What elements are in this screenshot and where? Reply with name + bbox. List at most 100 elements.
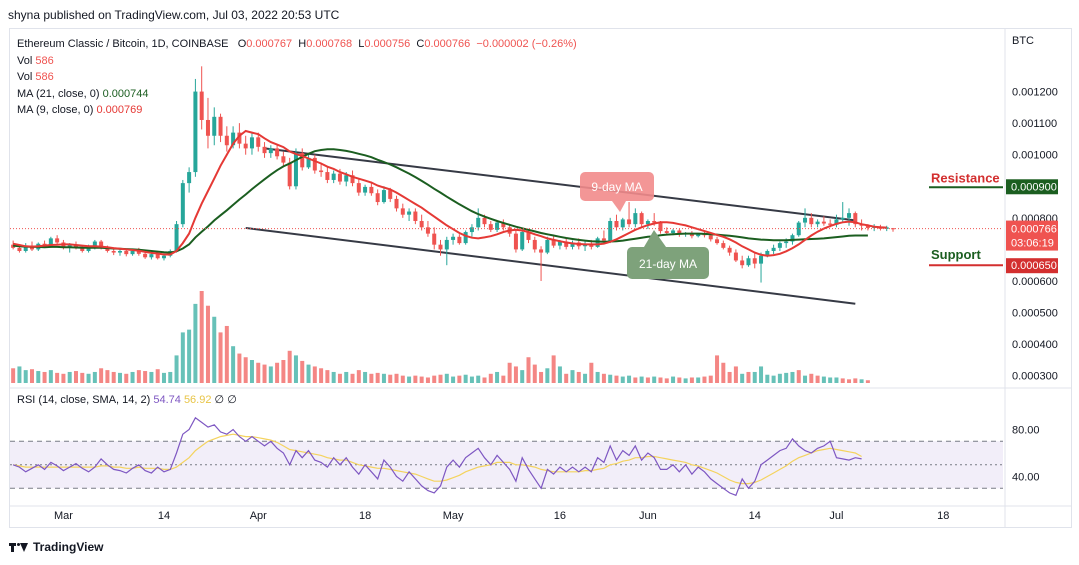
candle-body [407,211,412,215]
rsi-legend: RSI (14, close, SMA, 14, 2) 54.74 56.92 … [17,393,237,406]
volume-bar [256,362,261,383]
candle-body [463,232,468,244]
volume-bar [677,377,682,383]
candle-body [199,91,204,120]
top-bar: shyna published on TradingView.com, Jul … [0,0,1079,30]
volume-bar [212,316,217,383]
chart-frame[interactable] [9,28,1072,528]
volume-bar [187,329,192,383]
volume-bar [451,376,456,383]
volume-bar [306,364,311,383]
candle-body [809,217,814,225]
candle-body [664,231,669,233]
candle-body [363,186,368,193]
candle-body [777,243,782,248]
candle-body [375,193,380,203]
candle-body [48,238,53,247]
candle-body [476,217,481,228]
volume-bar [639,376,644,383]
candle-body [495,222,500,230]
volume-bar [840,378,845,383]
candle-body [17,247,22,251]
volume-bar [476,375,481,383]
candle-body [545,239,550,253]
rsi-tick-label: 40.00 [1012,472,1040,484]
volume-bar [11,368,16,383]
candle-body [212,116,217,136]
volume-bar [48,370,53,383]
volume-bar [73,371,78,383]
candle-body [92,241,97,247]
volume-bar [86,373,91,383]
candle-body [765,250,770,256]
volume-bar [381,373,386,383]
volume-bar [746,371,751,383]
resistance-price-text: 0.000900 [1011,181,1057,193]
volume-bar [790,371,795,383]
candle-body [180,183,185,225]
volume-bar [149,371,154,383]
open-label: O [237,38,247,50]
volume-bar [400,375,405,383]
volume-bar [249,360,254,383]
candle-body [262,146,267,154]
footer-brand[interactable]: TradingView [9,540,103,554]
candle-body [105,247,110,251]
candle-body [174,224,179,251]
volume-bar [17,366,22,383]
ma9-callout-label: 9-day MA [591,180,642,194]
ma9-callout-box [580,172,654,201]
volume-bar [601,373,606,383]
volume-bar [771,375,776,383]
symbol-name: Ethereum Classic / Bitcoin, 1D, COINBASE [17,38,229,50]
candle-body [281,156,286,163]
volume-bar [262,364,267,383]
volume-bar [300,360,305,383]
candle-body [381,190,386,203]
candle-body [143,253,148,258]
candle-body [268,148,273,154]
candle-body [287,162,292,187]
candle-body [187,172,192,184]
rsi-value: 54.74 [153,394,181,406]
candle-body [218,116,223,136]
volume-bar [337,373,342,383]
candle-body [790,235,795,242]
candle-body [451,236,456,240]
vol-row-2: Vol 586 [17,69,577,86]
candle-body [124,250,129,255]
open-value: 0.000767 [246,38,293,50]
volume-bar [689,377,694,383]
price-tick-label: 0.000600 [1012,276,1058,288]
date-tick-label: Mar [54,510,73,522]
volume-bar [237,353,242,383]
volume-bar [652,376,657,383]
candle-body [520,232,525,250]
volume-bar [608,374,613,383]
volume-bar [99,368,104,383]
volume-bar [796,370,801,383]
candle-body [243,143,248,149]
volume-bar [425,377,430,383]
candle-body [513,233,518,250]
price-tick-label: 0.001100 [1012,118,1057,130]
vol-label: Vol [17,71,33,83]
volume-bar [105,370,110,383]
volume-bar [589,362,594,383]
candle-body [356,183,361,193]
volume-bar [293,355,298,383]
candle-body [532,239,537,250]
volume-bar [130,371,135,383]
candle-body [231,132,236,146]
candle-body [658,222,663,232]
volume-bar [532,364,537,383]
volume-bar [865,380,870,383]
volume-bar [727,371,732,383]
ma21-callout-pointer [644,230,666,247]
volume-bar [526,357,531,383]
volume-bar [683,378,688,383]
ma21-callout-box [627,247,709,279]
candle-body [759,255,764,264]
price-tick-label: 0.001200 [1012,87,1058,99]
